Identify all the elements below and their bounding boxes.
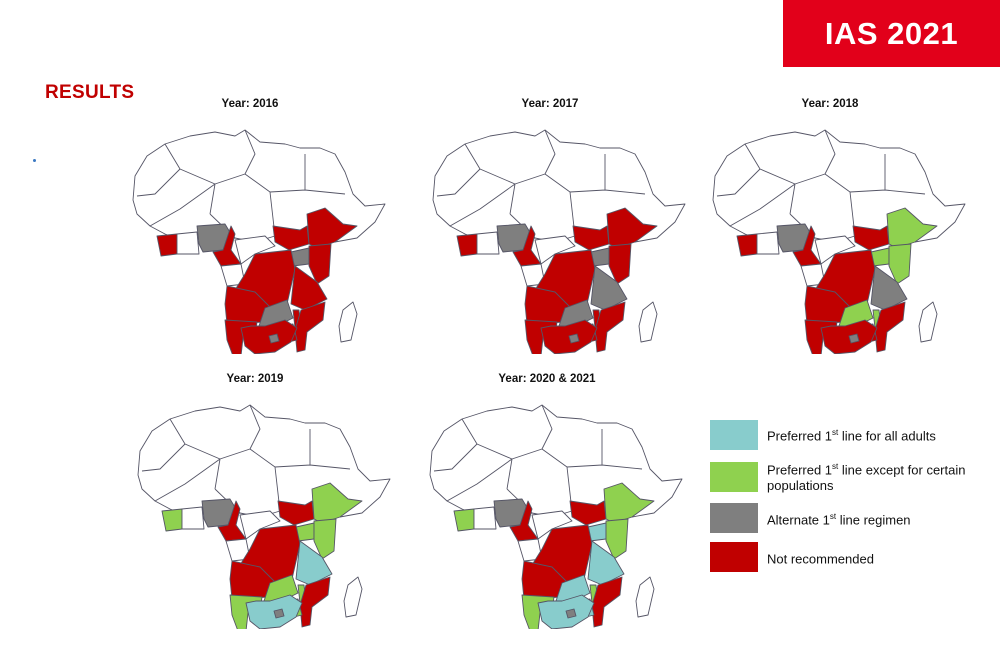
africa-map	[137, 404, 391, 629]
legend-item-not-recommended: Not recommended	[710, 542, 990, 573]
stray-dot	[33, 159, 36, 162]
map-title: Year: 2016	[221, 98, 279, 110]
legend-label: Preferred 1st line for all adults	[767, 428, 936, 444]
map-panel-2017: Year: 2017	[395, 98, 705, 358]
africa-map	[432, 129, 686, 354]
legend-swatch	[710, 420, 758, 450]
map-panel-2020-2021: Year: 2020 & 2021	[392, 373, 702, 633]
legend-item-preferred-except: Preferred 1st line except for certain po…	[710, 459, 990, 494]
africa-map	[429, 404, 683, 629]
africa-map	[712, 129, 966, 354]
map-title: Year: 2018	[801, 98, 859, 110]
map-panel-2016: Year: 2016	[95, 98, 405, 358]
legend-item-alternate: Alternate 1st line regimen	[710, 503, 990, 534]
legend-swatch	[710, 542, 758, 573]
legend-label: Alternate 1st line regimen	[767, 511, 911, 527]
conference-badge: IAS 2021	[783, 0, 1000, 67]
map-panel-2018: Year: 2018	[675, 98, 985, 358]
section-title: RESULTS	[45, 82, 135, 103]
legend-swatch	[710, 503, 758, 534]
map-title: Year: 2019	[226, 373, 284, 385]
legend-swatch	[710, 461, 758, 492]
africa-map	[132, 129, 386, 354]
map-title: Year: 2017	[521, 98, 579, 110]
legend-item-preferred-all: Preferred 1st line for all adults	[710, 420, 990, 450]
legend-label: Preferred 1st line except for certain po…	[767, 462, 966, 494]
legend: Preferred 1st line for all adults Prefer…	[710, 420, 990, 581]
map-title: Year: 2020 & 2021	[498, 373, 596, 385]
legend-label: Not recommended	[767, 550, 874, 566]
map-panel-2019: Year: 2019	[100, 373, 410, 633]
